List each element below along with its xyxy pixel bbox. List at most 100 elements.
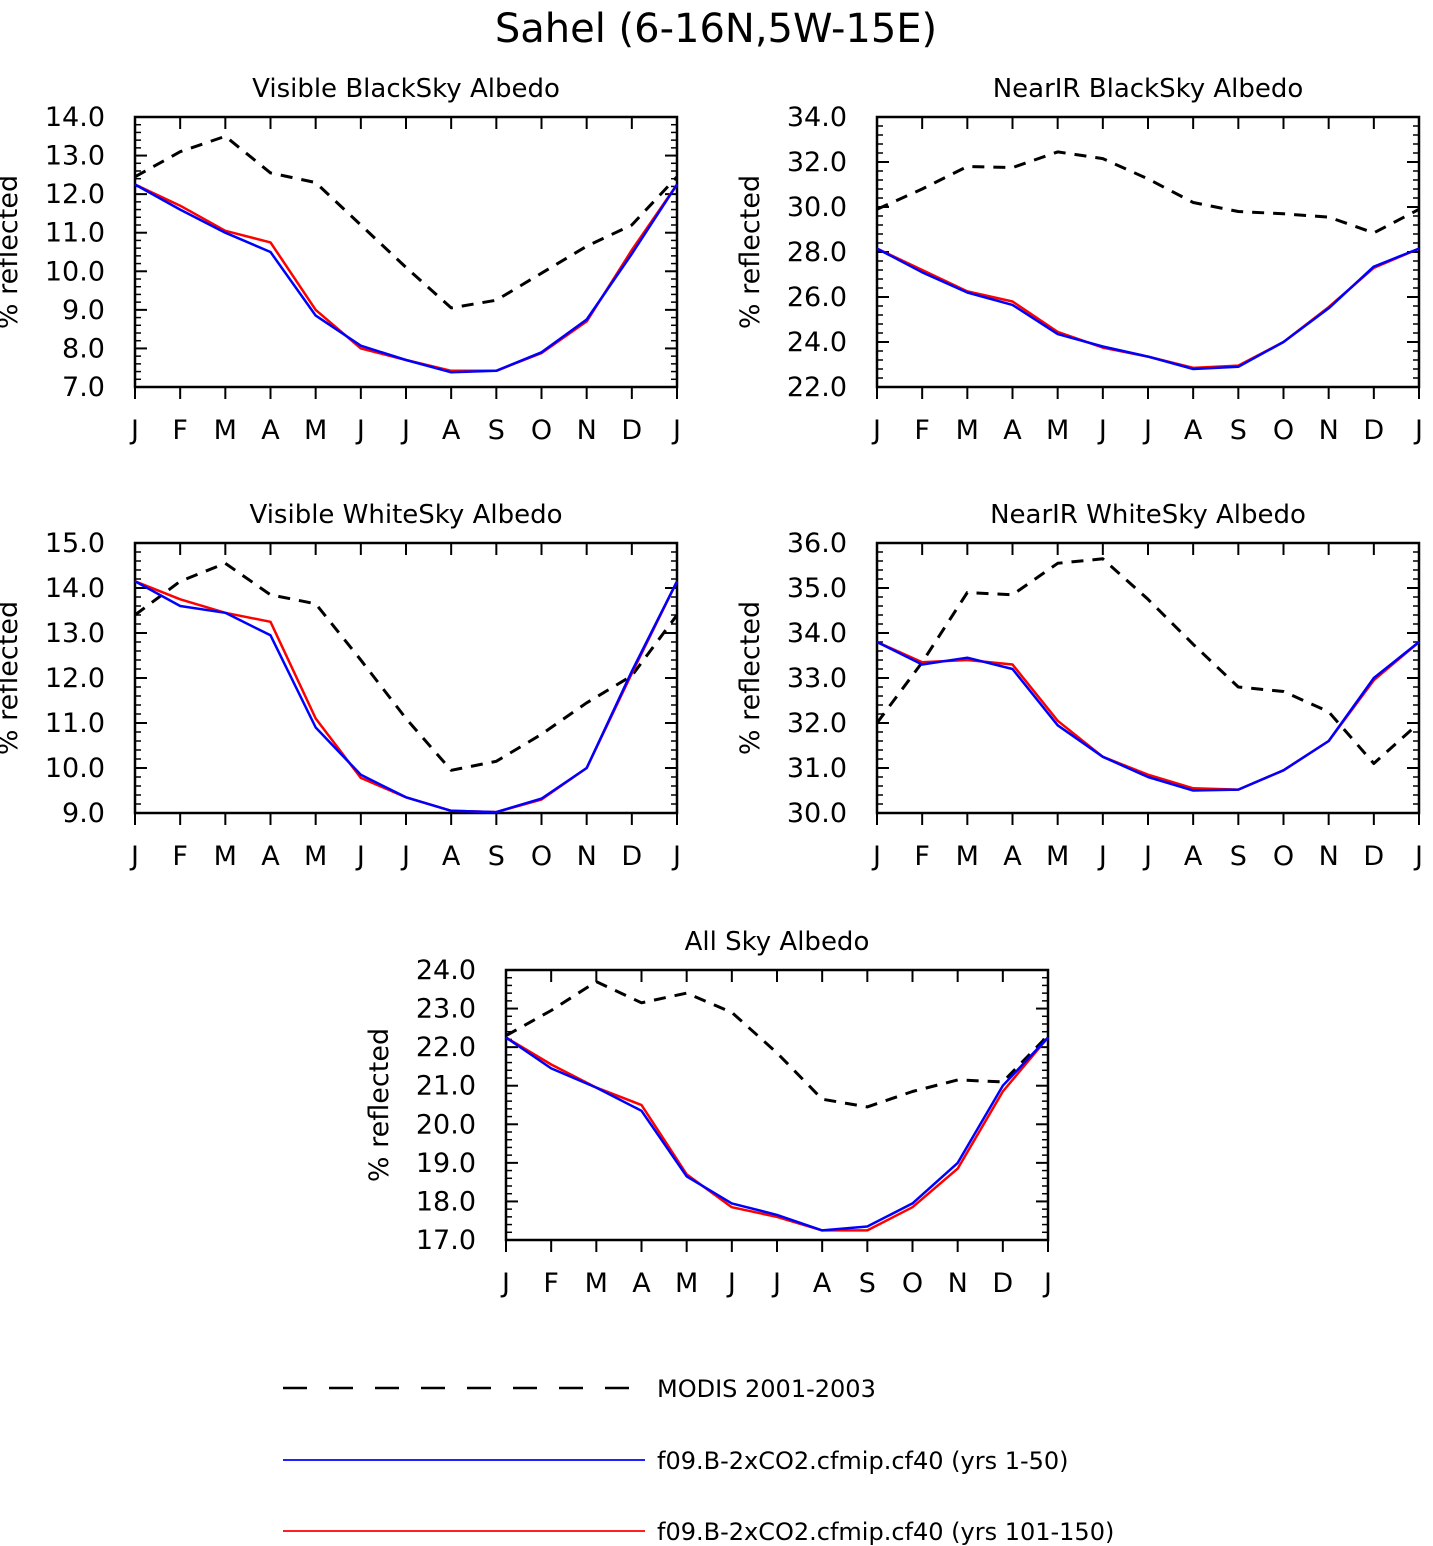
- x-tick-label: N: [577, 841, 597, 872]
- x-tick-label: A: [442, 841, 461, 872]
- x-tick-label: D: [1363, 415, 1384, 446]
- x-tick-label: J: [671, 841, 681, 872]
- panel-title: All Sky Albedo: [685, 927, 870, 957]
- y-tick-label: 31.0: [787, 753, 847, 784]
- y-tick-label: 19.0: [416, 1148, 476, 1179]
- panel-visible-blacksky-albedo: Visible BlackSky Albedo % reflected 7.0 8.0…: [0, 74, 681, 446]
- y-tick-label: 13.0: [45, 618, 105, 649]
- y-tick-label: 22.0: [787, 372, 847, 403]
- plot-frame: [875, 541, 1421, 815]
- y-tick-label: 18.0: [416, 1186, 476, 1217]
- y-tick-label: 28.0: [787, 237, 847, 268]
- x-tick-label: J: [1413, 415, 1423, 446]
- x-tick-label: A: [1003, 841, 1022, 872]
- series-line-modis-2001-2003: [876, 150, 1420, 235]
- x-tick-label: J: [726, 1268, 736, 1299]
- plot-frame: [133, 115, 679, 389]
- y-tick-label: 36.0: [787, 528, 847, 559]
- panel-title: Visible BlackSky Albedo: [252, 74, 560, 104]
- x-tick-label: N: [1319, 841, 1339, 872]
- x-tick-label: M: [956, 841, 979, 872]
- x-tick-label: J: [871, 841, 881, 872]
- x-tick-label: M: [675, 1268, 698, 1299]
- x-tick-label: M: [1046, 841, 1069, 872]
- legend-label-2: f09.B-2xCO2.cfmip.cf40 (yrs 1-50): [657, 1447, 1069, 1475]
- x-tick-label: J: [1142, 415, 1152, 446]
- panel-title: Visible WhiteSky Albedo: [249, 500, 562, 530]
- panel-title: NearIR BlackSky Albedo: [993, 74, 1304, 104]
- x-tick-label: O: [531, 415, 552, 446]
- series-line-f09-b-2xco2-cfmip-cf40-yrs-1-50: [876, 247, 1420, 371]
- y-tick-label: 11.0: [45, 708, 105, 739]
- plot-frame: [875, 115, 1421, 389]
- x-tick-label: D: [1363, 841, 1384, 872]
- x-tick-label: J: [1097, 841, 1107, 872]
- x-tick-label: A: [632, 1268, 651, 1299]
- y-tick-label: 12.0: [45, 179, 105, 210]
- series-line-modis-2001-2003: [505, 980, 1050, 1109]
- y-axis-label: % reflected: [735, 601, 766, 755]
- x-tick-label: S: [1230, 415, 1247, 446]
- x-tick-label: A: [442, 415, 461, 446]
- y-tick-label: 10.0: [45, 753, 105, 784]
- x-tick-label: J: [871, 415, 881, 446]
- x-tick-label: N: [577, 415, 597, 446]
- y-tick-label: 33.0: [787, 663, 847, 694]
- x-tick-label: J: [1042, 1268, 1052, 1299]
- x-tick-label: A: [1184, 841, 1203, 872]
- x-tick-label: J: [129, 841, 139, 872]
- plot-frame: [504, 968, 1050, 1242]
- x-tick-label: A: [261, 415, 280, 446]
- y-tick-label: 8.0: [62, 333, 105, 364]
- series-line-f09-b-2xco2-cfmip-cf40-yrs-1-50: [505, 1036, 1049, 1232]
- series-line-modis-2001-2003: [875, 557, 1421, 765]
- x-tick-label: F: [172, 841, 188, 872]
- x-tick-label: F: [914, 415, 930, 446]
- x-tick-label: M: [214, 841, 237, 872]
- x-tick-label: O: [902, 1268, 923, 1299]
- y-tick-label: 12.0: [45, 663, 105, 694]
- series-line-modis-2001-2003: [134, 134, 679, 310]
- x-tick-label: N: [948, 1268, 968, 1299]
- x-tick-label: M: [304, 415, 327, 446]
- figure-title: Sahel (6-16N,5W-15E): [495, 6, 937, 52]
- x-tick-label: S: [1230, 841, 1247, 872]
- y-tick-label: 10.0: [45, 256, 105, 287]
- panel-title: NearIR WhiteSky Albedo: [990, 500, 1306, 530]
- x-tick-label: J: [355, 415, 365, 446]
- y-axis-label: % reflected: [364, 1028, 395, 1182]
- series-line-f09-b-2xco2-cfmip-cf40-yrs-101-150: [505, 1036, 1049, 1232]
- y-axis-label: % reflected: [735, 175, 766, 329]
- y-tick-label: 14.0: [45, 102, 105, 133]
- x-tick-label: S: [859, 1268, 876, 1299]
- y-tick-label: 7.0: [62, 372, 105, 403]
- x-tick-label: J: [500, 1268, 510, 1299]
- y-tick-label: 14.0: [45, 573, 105, 604]
- y-tick-label: 20.0: [416, 1109, 476, 1140]
- x-tick-label: J: [771, 1268, 781, 1299]
- legend-label-3: f09.B-2xCO2.cfmip.cf40 (yrs 101-150): [657, 1518, 1114, 1546]
- y-tick-label: 23.0: [416, 994, 476, 1025]
- plot-frame: [133, 541, 679, 815]
- x-tick-label: J: [400, 415, 410, 446]
- x-tick-label: M: [1046, 415, 1069, 446]
- x-tick-label: O: [1273, 841, 1294, 872]
- x-tick-label: F: [914, 841, 930, 872]
- panel-visible-whitesky-albedo: Visible WhiteSky Albedo % reflected 9.0 10.…: [0, 500, 681, 872]
- x-tick-label: D: [992, 1268, 1013, 1299]
- series-line-f09-b-2xco2-cfmip-cf40-yrs-1-50: [876, 640, 1420, 792]
- y-tick-label: 34.0: [787, 618, 847, 649]
- y-tick-label: 11.0: [45, 218, 105, 249]
- y-tick-label: 30.0: [787, 192, 847, 223]
- series-line-modis-2001-2003: [134, 561, 679, 772]
- series-line-f09-b-2xco2-cfmip-cf40-yrs-101-150: [876, 247, 1420, 370]
- y-tick-label: 17.0: [416, 1225, 476, 1256]
- x-tick-label: J: [1413, 841, 1423, 872]
- x-tick-label: M: [304, 841, 327, 872]
- series-line-f09-b-2xco2-cfmip-cf40-yrs-1-50: [134, 183, 679, 374]
- y-tick-label: 21.0: [416, 1071, 476, 1102]
- y-tick-label: 22.0: [416, 1032, 476, 1063]
- x-tick-label: M: [214, 415, 237, 446]
- x-tick-label: O: [1273, 415, 1294, 446]
